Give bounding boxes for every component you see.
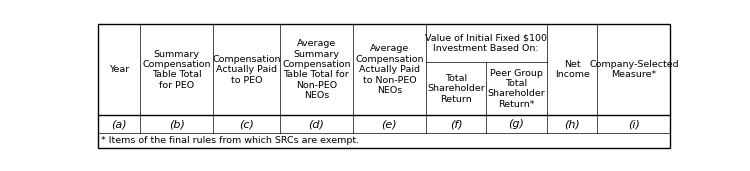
Text: * Items of the final rules from which SRCs are exempt.: * Items of the final rules from which SR… — [101, 136, 359, 145]
Text: (h): (h) — [564, 119, 580, 129]
Text: (a): (a) — [112, 119, 128, 129]
Text: (b): (b) — [169, 119, 184, 129]
Text: (f): (f) — [450, 119, 462, 129]
Text: Compensation
Actually Paid
to PEO: Compensation Actually Paid to PEO — [212, 55, 281, 84]
Text: (c): (c) — [239, 119, 254, 129]
Text: Summary
Compensation
Table Total
for PEO: Summary Compensation Table Total for PEO — [142, 50, 211, 90]
Text: Total
Shareholder
Return: Total Shareholder Return — [427, 74, 485, 103]
Text: (i): (i) — [628, 119, 640, 129]
Text: Peer Group
Total
Shareholder
Return*: Peer Group Total Shareholder Return* — [488, 69, 545, 109]
Text: Company-Selected
Measure*: Company-Selected Measure* — [589, 60, 679, 79]
Text: (e): (e) — [382, 119, 398, 129]
Text: (d): (d) — [308, 119, 324, 129]
Text: Average
Compensation
Actually Paid
to Non-PEO
NEOs: Average Compensation Actually Paid to No… — [355, 44, 424, 95]
Text: (g): (g) — [509, 119, 524, 129]
Text: Net
Income: Net Income — [555, 60, 590, 79]
Text: Average
Summary
Compensation
Table Total for
Non-PEO
NEOs: Average Summary Compensation Table Total… — [282, 39, 351, 100]
Text: Value of Initial Fixed $100
Investment Based On:: Value of Initial Fixed $100 Investment B… — [425, 34, 548, 53]
Text: Year: Year — [110, 65, 130, 74]
